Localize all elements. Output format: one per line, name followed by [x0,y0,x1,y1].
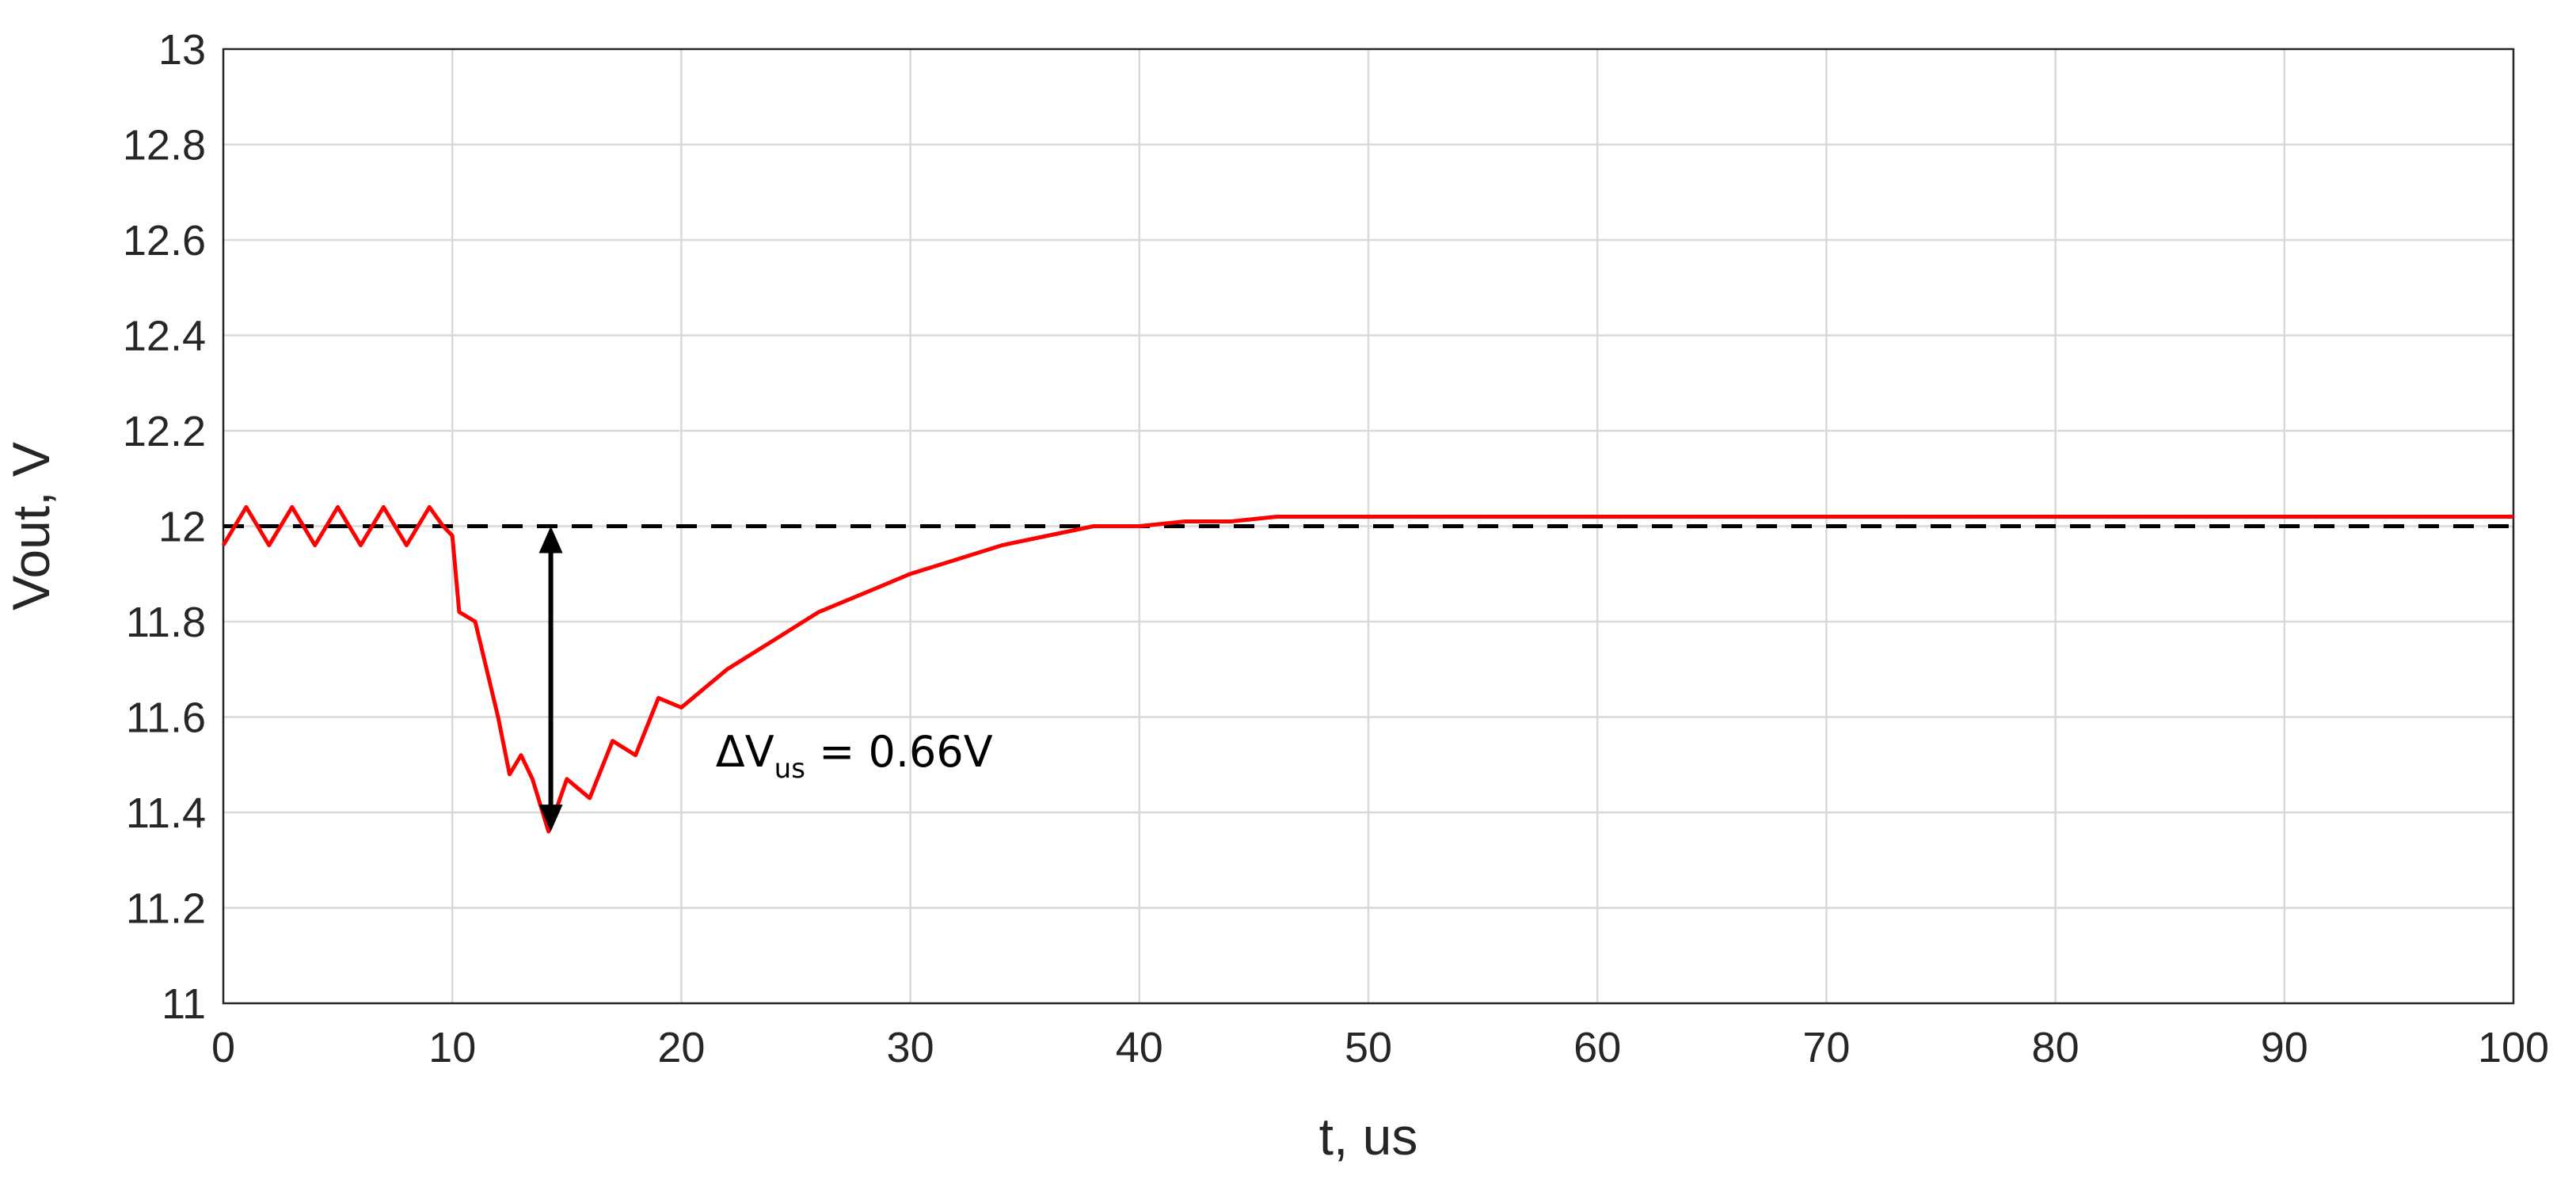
y-tick-label: 11.2 [126,885,206,933]
y-tick-label: 11 [162,980,206,1028]
x-tick-label: 20 [657,1024,705,1071]
y-tick-label: 11.8 [126,599,206,646]
delta-v-label-subscript: us [774,753,805,785]
x-tick-label: 30 [887,1024,934,1071]
y-tick-label: 12.8 [123,122,206,169]
x-tick-label: 70 [1802,1024,1850,1071]
y-tick-label: 11.4 [126,789,206,837]
y-tick-label: 12.6 [123,217,206,264]
x-tick-label: 0 [211,1024,235,1071]
x-axis-label: t, us [1319,1107,1418,1166]
delta-v-label: ΔVus = 0.66V [716,727,993,785]
y-tick-label: 12.2 [123,408,206,455]
delta-v-annotation: ΔVus = 0.66V [538,526,993,832]
y-tick-labels: 11 11.2 11.4 11.6 11.8 12 12.2 12.4 12.6 12.8 13 [123,26,206,1028]
y-axis-label: Vout, V [2,442,60,611]
x-tick-label: 90 [2261,1024,2308,1071]
x-tick-label: 100 [2478,1024,2549,1071]
delta-v-arrow-head-bottom [538,805,563,832]
x-tick-labels: 0 10 20 30 40 50 60 70 80 90 100 [211,1024,2549,1071]
vout-series-line [221,504,2513,834]
y-tick-label: 12.4 [123,313,206,360]
delta-v-label-main: ΔV [716,727,774,777]
y-tick-label: 13 [158,26,206,74]
x-tick-label: 40 [1116,1024,1163,1071]
x-tick-label: 10 [428,1024,476,1071]
x-tick-label: 60 [1573,1024,1621,1071]
gridlines [223,49,2513,1003]
x-tick-label: 80 [2032,1024,2079,1071]
x-tick-label: 50 [1345,1024,1392,1071]
y-tick-label: 11.6 [126,694,206,742]
delta-v-label-value: = 0.66V [805,727,993,777]
delta-v-arrow-head-top [538,526,563,554]
y-tick-label: 12 [158,504,206,551]
